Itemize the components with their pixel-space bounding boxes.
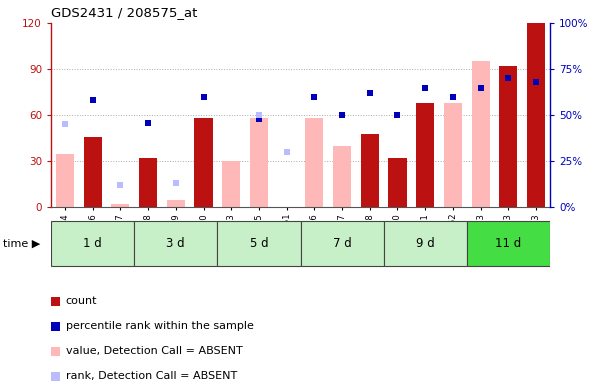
FancyBboxPatch shape xyxy=(300,221,383,266)
Text: time ▶: time ▶ xyxy=(3,239,40,249)
Text: 9 d: 9 d xyxy=(416,237,435,250)
Bar xyxy=(472,61,490,207)
FancyBboxPatch shape xyxy=(51,221,134,266)
Text: count: count xyxy=(66,296,97,306)
Bar xyxy=(139,158,157,207)
Bar xyxy=(305,118,323,207)
Text: 11 d: 11 d xyxy=(495,237,522,250)
Text: 5 d: 5 d xyxy=(249,237,268,250)
FancyBboxPatch shape xyxy=(134,221,218,266)
FancyBboxPatch shape xyxy=(218,221,300,266)
Text: 1 d: 1 d xyxy=(84,237,102,250)
Bar xyxy=(195,118,213,207)
Bar xyxy=(499,66,517,207)
FancyBboxPatch shape xyxy=(383,221,467,266)
Bar xyxy=(111,204,129,207)
Bar xyxy=(167,200,185,207)
Bar xyxy=(84,137,102,207)
Bar xyxy=(250,118,268,207)
Bar xyxy=(333,146,351,207)
FancyBboxPatch shape xyxy=(467,221,550,266)
Bar xyxy=(416,103,434,207)
Text: rank, Detection Call = ABSENT: rank, Detection Call = ABSENT xyxy=(66,371,237,381)
Text: 7 d: 7 d xyxy=(333,237,352,250)
Bar xyxy=(56,154,74,207)
Text: GDS2431 / 208575_at: GDS2431 / 208575_at xyxy=(51,6,198,19)
Bar xyxy=(388,158,406,207)
Bar xyxy=(222,161,240,207)
Text: value, Detection Call = ABSENT: value, Detection Call = ABSENT xyxy=(66,346,242,356)
Bar xyxy=(361,134,379,207)
Bar xyxy=(499,66,517,207)
Text: percentile rank within the sample: percentile rank within the sample xyxy=(66,321,254,331)
Text: 3 d: 3 d xyxy=(166,237,185,250)
Bar xyxy=(527,23,545,207)
Bar xyxy=(444,103,462,207)
